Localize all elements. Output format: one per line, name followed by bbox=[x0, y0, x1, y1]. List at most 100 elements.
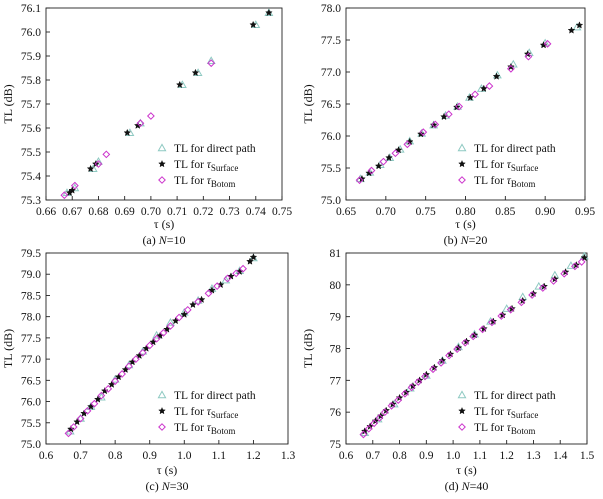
data-point bbox=[417, 130, 425, 138]
series-triangle bbox=[62, 8, 274, 196]
data-point bbox=[221, 275, 231, 284]
legend-bottom-tau: τ bbox=[207, 422, 212, 434]
data-point bbox=[466, 93, 475, 101]
panel-caption: (a) N=10 bbox=[142, 233, 185, 247]
data-point bbox=[421, 372, 429, 381]
data-point bbox=[419, 128, 428, 137]
panel-caption: (b) N=20 bbox=[444, 233, 488, 247]
data-point bbox=[507, 62, 515, 71]
data-point bbox=[180, 310, 189, 318]
x-tick-label: 1.5 bbox=[580, 450, 595, 462]
legend-bottom-marker bbox=[458, 423, 466, 431]
y-tick-label: 75.6 bbox=[21, 123, 41, 135]
data-point bbox=[204, 289, 213, 298]
data-point bbox=[444, 110, 453, 119]
legend-direct-marker bbox=[157, 143, 167, 152]
legend-direct-label: TL for direct path bbox=[174, 143, 256, 155]
data-point bbox=[86, 164, 95, 173]
caption-prefix: (c) bbox=[145, 479, 161, 493]
data-point bbox=[70, 181, 79, 190]
x-tick-label: 0.7 bbox=[73, 450, 88, 462]
x-tick-label: 0.80 bbox=[455, 206, 475, 218]
legend-bottom-sub: Botom bbox=[511, 179, 536, 189]
data-point bbox=[492, 72, 501, 80]
data-point bbox=[485, 82, 494, 90]
data-point bbox=[76, 414, 85, 423]
data-point bbox=[133, 121, 142, 129]
data-point bbox=[239, 264, 247, 273]
data-point bbox=[478, 325, 487, 334]
data-point bbox=[528, 291, 537, 299]
x-tick-label: 0.9 bbox=[143, 450, 158, 462]
data-point bbox=[387, 401, 396, 410]
legend-bottom-label: TL for τBotom bbox=[474, 422, 535, 436]
data-point bbox=[367, 166, 376, 175]
data-point bbox=[508, 59, 518, 68]
y-tick-label: 78 bbox=[330, 344, 342, 356]
x-tick-label: 0.6 bbox=[39, 450, 54, 462]
x-tick-label: 0.7 bbox=[366, 450, 381, 462]
data-point bbox=[80, 409, 88, 417]
y-axis-label: TL (dB) bbox=[1, 329, 15, 368]
x-tick-label: 0.95 bbox=[575, 206, 595, 218]
data-point bbox=[64, 429, 73, 438]
x-tick-label: 1.1 bbox=[212, 450, 227, 462]
legend-surface-prefix: TL for bbox=[174, 159, 207, 171]
y-tick-label: 79.0 bbox=[21, 269, 41, 281]
chart-panel-2: 0.65 0.70 0.75 0.80 0.85 0.90 0.95 75.0 75.5 76.0… bbox=[301, 3, 595, 247]
x-tick-label: 0.85 bbox=[495, 206, 515, 218]
legend-surface-sub: Surface bbox=[211, 163, 238, 173]
data-point bbox=[394, 396, 403, 404]
data-point bbox=[445, 351, 454, 360]
legend-direct-label: TL for direct path bbox=[474, 390, 556, 402]
x-tick-label: 0.71 bbox=[167, 206, 187, 218]
data-point bbox=[567, 26, 576, 34]
series-star bbox=[65, 8, 273, 197]
data-point bbox=[131, 355, 140, 364]
data-point bbox=[175, 313, 184, 322]
legend-bottom-prefix: TL for bbox=[174, 422, 207, 434]
data-point bbox=[577, 258, 586, 266]
plot-frame bbox=[45, 7, 283, 201]
data-point bbox=[145, 341, 154, 350]
legend-direct-label: TL for direct path bbox=[174, 390, 256, 402]
legend-surface-tau: τ bbox=[207, 159, 212, 171]
data-point bbox=[159, 328, 168, 337]
y-tick-label: 76.0 bbox=[21, 27, 41, 39]
data-point bbox=[538, 284, 547, 292]
data-point bbox=[207, 59, 216, 68]
legend-direct-marker bbox=[457, 390, 467, 399]
series-diamond bbox=[60, 59, 216, 200]
y-tick-label: 78.5 bbox=[21, 290, 41, 302]
data-point bbox=[374, 162, 383, 170]
y-tick-label: 77.0 bbox=[321, 67, 341, 79]
x-tick-label: 0.9 bbox=[419, 450, 434, 462]
data-point bbox=[380, 408, 389, 417]
legend-surface-label: TL for τSurface bbox=[174, 159, 238, 173]
x-tick-label: 1.0 bbox=[177, 450, 192, 462]
y-tick-label: 80 bbox=[330, 280, 342, 292]
data-point bbox=[575, 21, 584, 29]
y-tick-label: 78.0 bbox=[321, 3, 341, 15]
x-tick-label: 1.1 bbox=[473, 450, 488, 462]
y-tick-label: 76.0 bbox=[21, 397, 41, 409]
data-point bbox=[401, 389, 409, 398]
legend-surface-marker bbox=[458, 159, 466, 168]
x-tick-label: 0.70 bbox=[141, 206, 161, 218]
y-tick-label: 81 bbox=[330, 248, 342, 260]
data-point bbox=[507, 64, 515, 73]
x-tick-label: 0.75 bbox=[416, 206, 436, 218]
legend-bottom-marker bbox=[158, 423, 166, 431]
data-point bbox=[461, 338, 470, 347]
legend-surface-sub: Surface bbox=[511, 410, 538, 420]
data-point bbox=[60, 191, 69, 200]
legend-surface-prefix: TL for bbox=[474, 159, 507, 171]
data-point bbox=[534, 281, 544, 290]
x-tick-label: 0.65 bbox=[336, 206, 356, 218]
legend-direct-marker bbox=[457, 143, 467, 152]
legend-bottom-tau: τ bbox=[507, 175, 512, 187]
data-point bbox=[571, 262, 579, 271]
series-diamond bbox=[359, 258, 586, 439]
data-point bbox=[543, 39, 552, 48]
series-triangle bbox=[65, 253, 258, 435]
